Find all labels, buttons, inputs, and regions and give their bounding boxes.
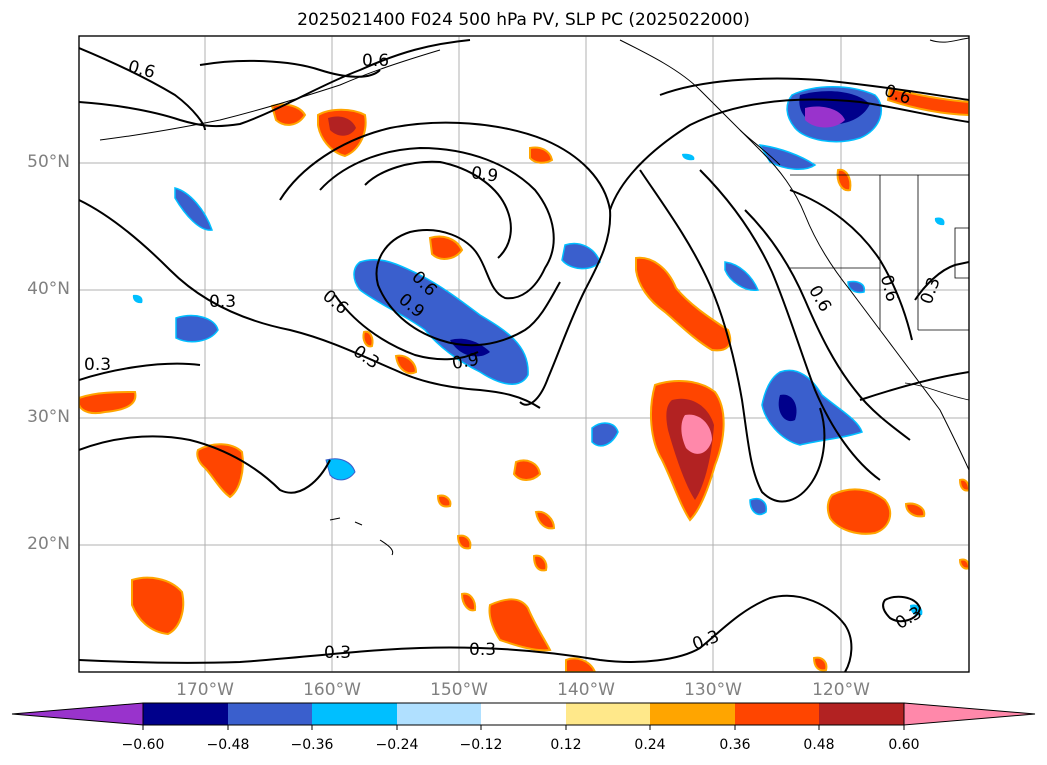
contour-label: 0.6 (362, 51, 389, 71)
positive-pv-areas (79, 86, 969, 672)
contour-label: 0.9 (450, 350, 480, 374)
contour-label: 0.3 (84, 355, 111, 375)
lon-label: 120°W (812, 680, 870, 700)
colorbar-segment (819, 703, 904, 725)
map-title: 2025021400 F024 500 hPa PV, SLP PC (2025… (297, 10, 750, 30)
colorbar-tick-label: −0.12 (459, 737, 503, 753)
colorbar-segment (312, 703, 397, 725)
colorbar-tick-label: −0.60 (121, 737, 165, 753)
colorbar-segment (735, 703, 819, 725)
lat-label: 40°N (27, 279, 70, 299)
colorbar (11, 702, 1036, 730)
colorbar-tick-label: 0.24 (634, 737, 666, 753)
colorbar-segment (481, 703, 566, 725)
lon-label: 170°W (176, 680, 234, 700)
lon-label: 150°W (430, 680, 488, 700)
colorbar-segment (143, 703, 228, 725)
slp-contours (79, 39, 969, 672)
negative-pv-areas (132, 86, 945, 616)
colorbar-tick-label: 0.48 (803, 737, 835, 753)
lon-label: 130°W (684, 680, 742, 700)
colorbar-tick-label: 0.36 (719, 737, 751, 753)
colorbar-segment (650, 703, 735, 725)
colorbar-extend-left (11, 702, 144, 726)
lat-label: 20°N (27, 534, 70, 554)
coastlines (99, 37, 969, 556)
colorbar-tick-label: −0.36 (290, 737, 334, 753)
contour-label: 0.3 (209, 292, 236, 312)
colorbar-segment (228, 703, 312, 725)
lon-label: 160°W (303, 680, 361, 700)
contour-label: 0.9 (470, 163, 500, 187)
lat-label: 50°N (27, 152, 70, 172)
colorbar-extend-right (903, 702, 1036, 726)
colorbar-tick-label: 0.60 (888, 737, 920, 753)
colorbar-tick-label: 0.12 (550, 737, 582, 753)
colorbar-segment (566, 703, 650, 725)
colorbar-tick-label: −0.24 (375, 737, 419, 753)
lon-label: 140°W (557, 680, 615, 700)
lat-label: 30°N (27, 407, 70, 427)
colorbar-tick-label: −0.48 (206, 737, 250, 753)
contour-label: 0.3 (324, 643, 351, 663)
contour-label: 0.3 (469, 640, 496, 660)
colorbar-segment (397, 703, 481, 725)
